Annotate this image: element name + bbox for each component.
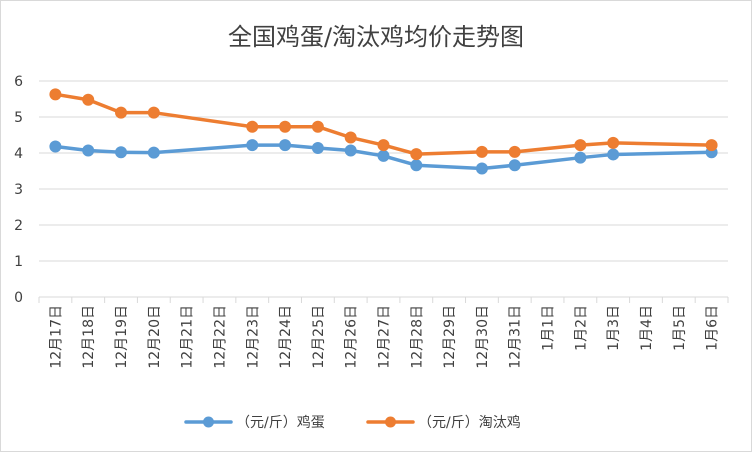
x-tick-label: 12月30日	[475, 305, 491, 369]
legend-marker	[385, 416, 396, 428]
data-point	[377, 139, 390, 152]
data-point	[311, 120, 324, 133]
data-point	[705, 139, 718, 152]
x-tick-label: 1月3日	[606, 305, 622, 351]
x-tick-label: 1月1日	[541, 305, 557, 351]
data-point	[147, 146, 160, 159]
x-tick-label: 12月23日	[245, 305, 261, 369]
x-tick-label: 1月2日	[573, 305, 589, 351]
legend-label: （元/斤）鸡蛋	[236, 414, 325, 431]
x-tick-label: 12月26日	[344, 305, 360, 369]
x-tick-label: 12月31日	[508, 305, 524, 369]
x-tick-label: 12月28日	[409, 305, 425, 369]
y-tick-label: 1	[14, 254, 23, 270]
data-point	[246, 139, 259, 152]
data-point	[344, 131, 357, 144]
y-tick-label: 2	[14, 218, 23, 234]
data-point	[574, 139, 587, 152]
x-tick-label: 1月5日	[672, 305, 688, 351]
data-point	[279, 139, 292, 152]
data-point	[475, 162, 488, 175]
x-tick-label: 1月4日	[639, 305, 655, 351]
y-tick-label: 0	[14, 290, 23, 306]
data-point	[115, 106, 128, 119]
data-point	[344, 144, 357, 157]
data-point	[475, 145, 488, 158]
x-tick-label: 12月27日	[377, 305, 393, 369]
legend-label: （元/斤）淘汰鸡	[418, 414, 521, 431]
data-point	[508, 159, 521, 172]
chart-title: 全国鸡蛋/淘汰鸡均价走势图	[228, 23, 524, 51]
x-tick-label: 12月19日	[114, 305, 130, 369]
x-tick-label: 12月17日	[48, 305, 64, 369]
legend-marker	[203, 416, 214, 428]
data-point	[82, 144, 95, 157]
data-point	[147, 106, 160, 119]
x-tick-label: 1月6日	[705, 305, 721, 351]
y-tick-label: 3	[14, 182, 23, 198]
y-tick-label: 5	[14, 110, 23, 126]
data-point	[246, 120, 259, 133]
data-point	[82, 93, 95, 106]
x-tick-label: 12月20日	[147, 305, 163, 369]
x-tick-label: 12月24日	[278, 305, 294, 369]
data-point	[410, 148, 423, 161]
data-point	[49, 88, 62, 101]
x-tick-label: 12月18日	[81, 305, 97, 369]
data-point	[115, 146, 128, 159]
y-tick-label: 6	[14, 74, 23, 90]
data-point	[279, 120, 292, 133]
data-point	[607, 148, 620, 161]
data-point	[377, 149, 390, 162]
data-point	[574, 151, 587, 164]
y-tick-label: 4	[14, 146, 23, 162]
x-tick-label: 12月22日	[212, 305, 228, 369]
data-point	[311, 141, 324, 154]
x-tick-label: 12月29日	[442, 305, 458, 369]
data-point	[607, 136, 620, 149]
x-tick-label: 12月21日	[180, 305, 196, 369]
data-point	[49, 140, 62, 153]
data-point	[508, 145, 521, 158]
x-tick-label: 12月25日	[311, 305, 327, 369]
data-point	[410, 159, 423, 172]
